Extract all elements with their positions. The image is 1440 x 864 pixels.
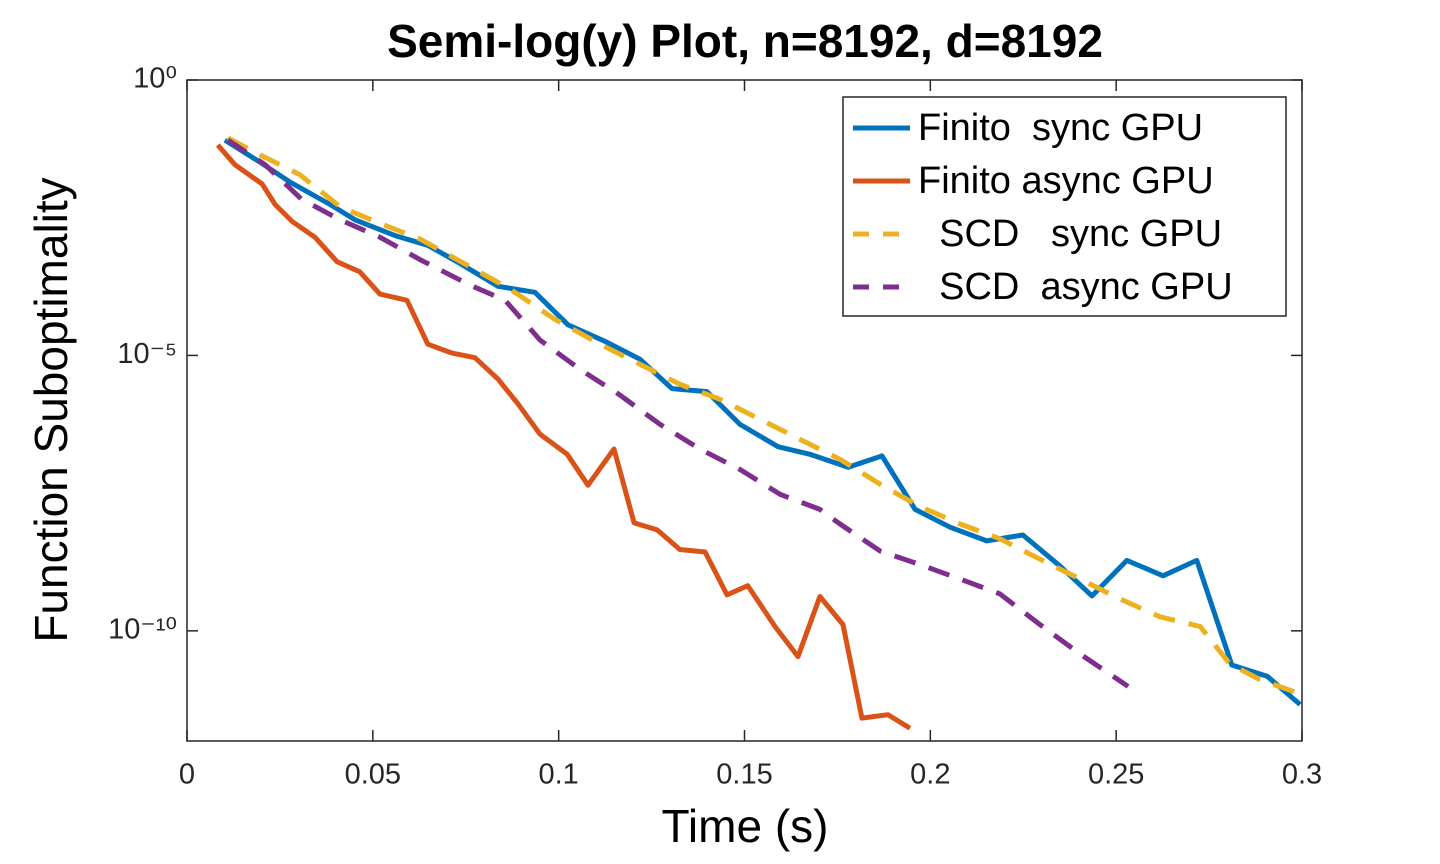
y-tick-label: 10⁻⁵: [117, 338, 177, 370]
legend-label: Finito sync GPU: [918, 107, 1203, 149]
series-line: [226, 138, 1130, 689]
x-tick-label: 0.15: [716, 759, 772, 791]
series-line: [226, 135, 1301, 697]
series-line: [215, 143, 912, 731]
legend-label: SCD sync GPU: [918, 213, 1222, 255]
x-tick-label: 0.05: [345, 759, 401, 791]
y-tick-label: 10⁰: [133, 63, 177, 95]
legend-box: [842, 96, 1287, 317]
y-axis-label: Function Suboptimality: [25, 177, 77, 642]
legend-label: SCD async GPU: [918, 266, 1233, 308]
x-tick-label: 0.3: [1282, 759, 1322, 791]
x-axis-label: Time (s): [662, 800, 829, 852]
y-tick-label: 10⁻¹⁰: [108, 613, 177, 645]
chart-title: Semi-log(y) Plot, n=8192, d=8192: [387, 15, 1103, 67]
x-tick-label: 0: [179, 759, 195, 791]
x-tick-label: 0.25: [1088, 759, 1144, 791]
series-line: [223, 137, 1302, 707]
legend-label: Finito async GPU: [918, 160, 1214, 202]
x-tick-label: 0.2: [910, 759, 950, 791]
x-tick-label: 0.1: [539, 759, 579, 791]
